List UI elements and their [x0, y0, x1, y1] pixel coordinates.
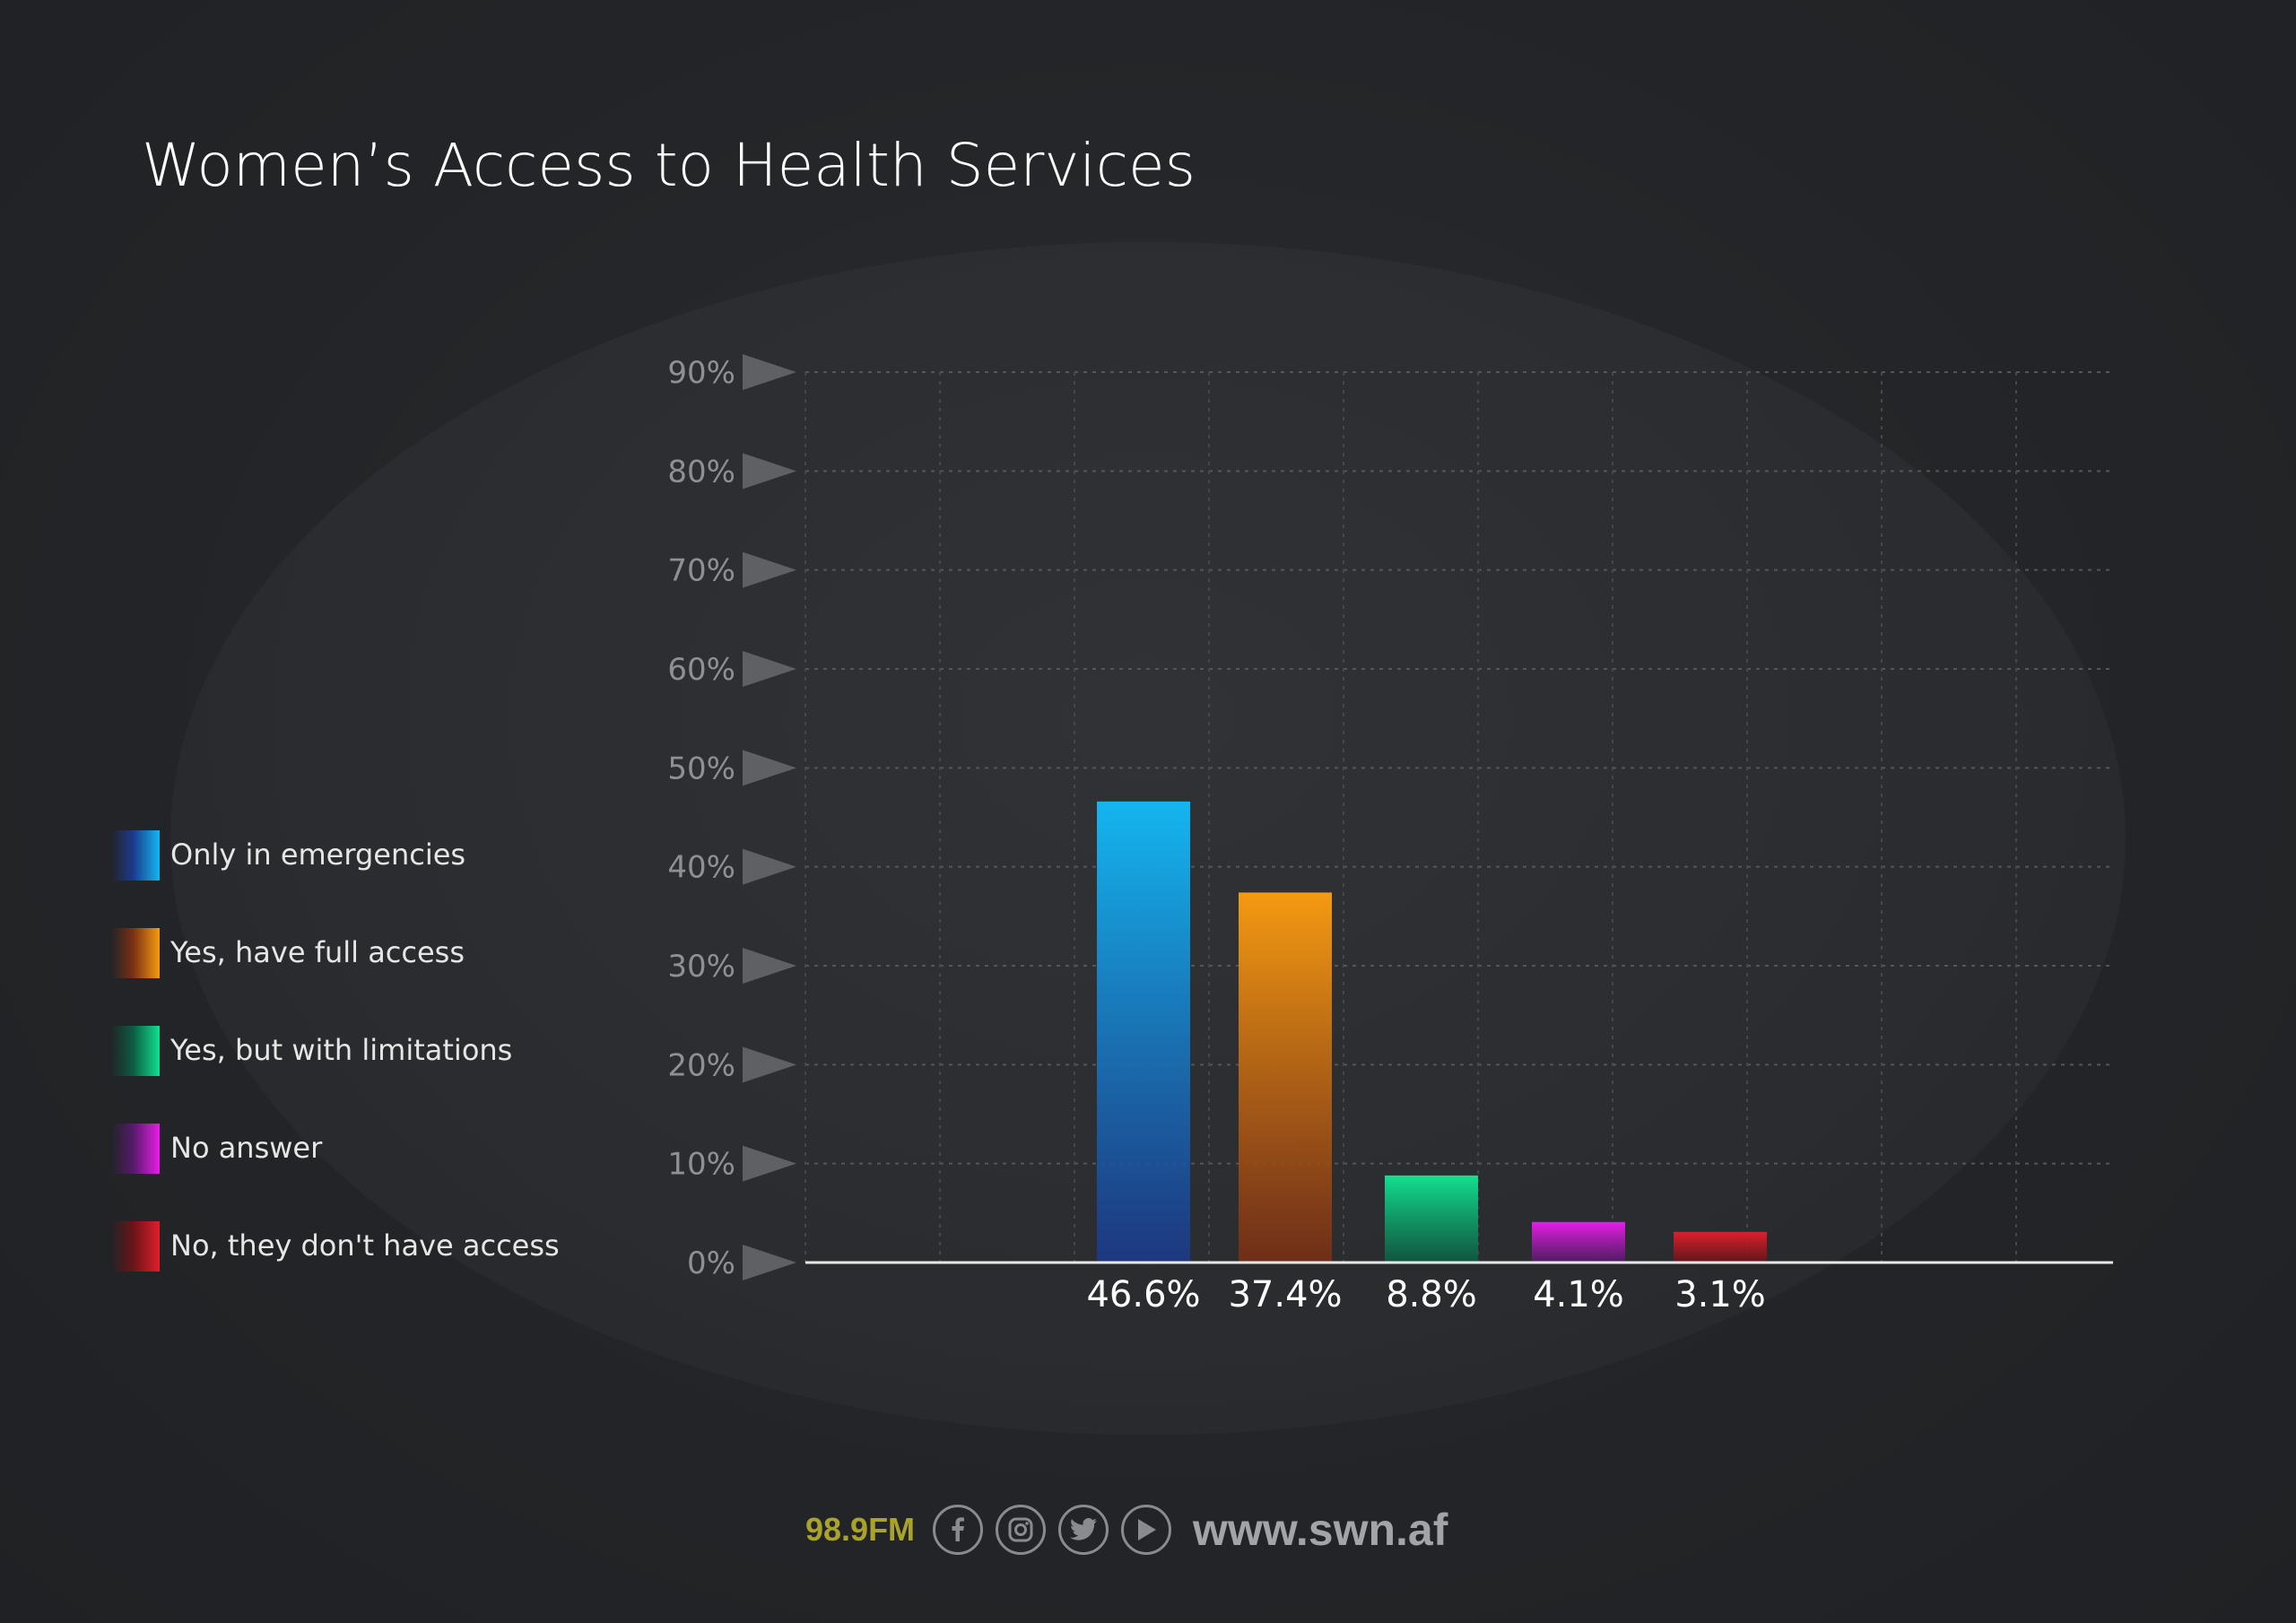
y-tick-label: 0% [687, 1245, 735, 1281]
y-tick-label: 90% [667, 355, 735, 391]
legend-swatch-limitations [111, 1026, 160, 1076]
legend-label-no-answer: No answer [170, 1131, 323, 1165]
y-tick-arrow [743, 551, 796, 588]
bar-value-label: 4.1% [1533, 1274, 1624, 1315]
twitter-icon[interactable] [1058, 1505, 1109, 1555]
legend-label-no-access: No, they don't have access [170, 1228, 560, 1263]
grid [804, 371, 2113, 1263]
y-tick-arrow [743, 354, 796, 390]
value-labels: 46.6% 37.4% 8.8% 4.1% 3.1% [1086, 1274, 1765, 1315]
legend-swatch-emergencies [111, 830, 160, 881]
website-link[interactable]: www.swn.af [1193, 1505, 1448, 1555]
legend-label-full-access: Yes, have full access [170, 935, 465, 969]
bar [1674, 1231, 1767, 1263]
legend-label-emergencies: Only in emergencies [170, 838, 466, 872]
y-tick-label: 20% [667, 1047, 735, 1083]
bar [1097, 801, 1190, 1263]
instagram-icon[interactable] [996, 1505, 1047, 1555]
y-tick-arrow [743, 1046, 796, 1083]
bars [1097, 801, 1767, 1263]
y-tick-arrow [743, 848, 796, 885]
bar [1532, 1221, 1625, 1263]
bar [1385, 1175, 1478, 1263]
y-axis: 0% 10% 20% 30% 40% 50% 60% 70% 80% 90% [667, 354, 796, 1281]
youtube-play-icon[interactable] [1121, 1505, 1172, 1555]
facebook-icon[interactable] [933, 1505, 984, 1555]
legend-swatch-full-access [111, 928, 160, 978]
y-tick-arrow [743, 1145, 796, 1182]
chart-title: Women’s Access to Health Services [142, 131, 1196, 200]
legend-label-limitations: Yes, but with limitations [170, 1033, 513, 1067]
footer: 98.9FM www.swn.af [805, 1497, 1448, 1562]
bar [1239, 892, 1332, 1263]
legend-swatch-no-access [111, 1221, 160, 1271]
y-tick-label: 60% [667, 652, 735, 688]
y-tick-label: 70% [667, 553, 735, 589]
y-tick-label: 40% [667, 850, 735, 886]
bar-value-label: 8.8% [1386, 1274, 1477, 1315]
y-tick-label: 80% [667, 454, 735, 490]
y-tick-arrow [743, 948, 796, 984]
y-tick-label: 30% [667, 949, 735, 985]
y-tick-label: 10% [667, 1147, 735, 1183]
y-tick-arrow [743, 1245, 796, 1280]
bar-value-label: 37.4% [1228, 1274, 1342, 1315]
y-tick-arrow [743, 651, 796, 687]
y-tick-arrow [743, 750, 796, 786]
y-tick-label: 50% [667, 751, 735, 786]
radio-frequency: 98.9FM [805, 1511, 916, 1548]
bar-value-label: 3.1% [1674, 1274, 1766, 1315]
y-tick-arrow [743, 453, 796, 490]
legend-swatch-no-answer [111, 1124, 160, 1174]
bar-value-label: 46.6% [1086, 1274, 1200, 1315]
